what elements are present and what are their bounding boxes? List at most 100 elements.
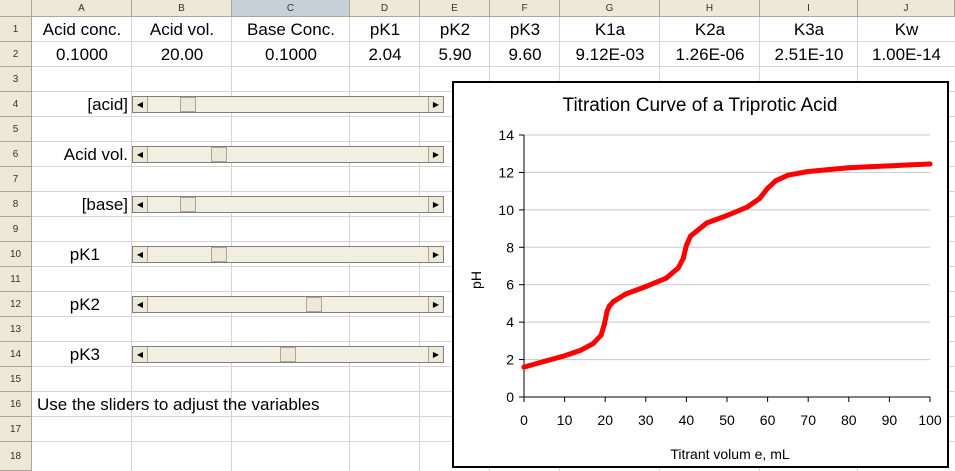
column-header-g[interactable]: G bbox=[560, 0, 660, 17]
x-tick-label: 40 bbox=[679, 412, 695, 428]
row-header-11[interactable]: 11 bbox=[0, 267, 32, 292]
data-point bbox=[521, 364, 527, 370]
data-point bbox=[598, 332, 604, 338]
data-point bbox=[562, 353, 568, 359]
cell-i1[interactable]: K3a bbox=[793, 19, 825, 39]
row-header-2[interactable]: 2 bbox=[0, 42, 32, 67]
cell-c2[interactable]: 0.1000 bbox=[265, 44, 317, 64]
scroll-right-icon[interactable]: ▶ bbox=[428, 147, 443, 162]
acid-vol-slider[interactable]: ◀ ▶ bbox=[132, 146, 444, 163]
base-slider[interactable]: ◀ ▶ bbox=[132, 196, 444, 213]
cell-a1[interactable]: Acid conc. bbox=[42, 19, 122, 39]
column-header-e[interactable]: E bbox=[420, 0, 490, 17]
cell-g1[interactable]: K1a bbox=[594, 19, 626, 39]
column-header-f[interactable]: F bbox=[490, 0, 560, 17]
series-group bbox=[521, 161, 933, 370]
column-header-d[interactable]: D bbox=[350, 0, 420, 17]
row-header-6[interactable]: 6 bbox=[0, 142, 32, 167]
slider-label-pk1: pK1 bbox=[69, 244, 100, 264]
cell-g2[interactable]: 9.12E-03 bbox=[575, 44, 645, 64]
scroll-left-icon[interactable]: ◀ bbox=[133, 147, 148, 162]
data-point bbox=[623, 291, 628, 297]
select-all-corner[interactable] bbox=[0, 0, 32, 17]
chart-title: Titration Curve of a Triprotic Acid bbox=[563, 95, 838, 116]
row-header-8[interactable]: 8 bbox=[0, 192, 32, 217]
cell-e2[interactable]: 5.90 bbox=[438, 44, 472, 64]
column-header-j[interactable]: J bbox=[858, 0, 955, 17]
data-point bbox=[886, 163, 892, 169]
cell-j1[interactable]: Kw bbox=[894, 19, 919, 39]
x-tick-label: 0 bbox=[520, 412, 528, 428]
row-header-5[interactable]: 5 bbox=[0, 117, 32, 142]
slider-thumb[interactable] bbox=[211, 147, 228, 162]
row-header-7[interactable]: 7 bbox=[0, 167, 32, 192]
x-tick-label: 20 bbox=[597, 412, 613, 428]
cell-h2[interactable]: 1.26E-06 bbox=[675, 44, 745, 64]
data-point bbox=[805, 169, 811, 174]
data-point bbox=[757, 196, 762, 202]
cell-a2[interactable]: 0.1000 bbox=[56, 44, 108, 64]
scroll-left-icon[interactable]: ◀ bbox=[133, 247, 148, 262]
data-point bbox=[601, 321, 607, 327]
cell-b2[interactable]: 20.00 bbox=[160, 44, 204, 64]
cell-h1[interactable]: K2a bbox=[694, 19, 726, 39]
column-header-a[interactable]: A bbox=[32, 0, 132, 17]
row-header-3[interactable]: 3 bbox=[0, 67, 32, 92]
row-header-15[interactable]: 15 bbox=[0, 367, 32, 392]
row-header-14[interactable]: 14 bbox=[0, 342, 32, 367]
cell-d2[interactable]: 2.04 bbox=[368, 44, 402, 64]
row-header-17[interactable]: 17 bbox=[0, 417, 32, 442]
slider-thumb[interactable] bbox=[211, 247, 228, 262]
data-point bbox=[773, 178, 779, 184]
scroll-left-icon[interactable]: ◀ bbox=[133, 197, 148, 212]
acid-slider[interactable]: ◀ ▶ bbox=[132, 96, 444, 113]
cell-e1[interactable]: pK2 bbox=[439, 19, 471, 39]
scroll-right-icon[interactable]: ▶ bbox=[428, 347, 443, 362]
cell-f2[interactable]: 9.60 bbox=[508, 44, 542, 64]
instructions-text: Use the sliders to adjust the variables bbox=[37, 395, 320, 414]
cell-d1[interactable]: pK1 bbox=[369, 19, 401, 39]
column-header-h[interactable]: H bbox=[660, 0, 760, 17]
x-tick-label: 50 bbox=[719, 412, 735, 428]
row-header-4[interactable]: 4 bbox=[0, 92, 32, 117]
slider-thumb[interactable] bbox=[280, 347, 296, 362]
slider-thumb[interactable] bbox=[179, 97, 196, 112]
slider-thumb[interactable] bbox=[179, 197, 196, 212]
column-header-i[interactable]: I bbox=[760, 0, 858, 17]
row-header-12[interactable]: 12 bbox=[0, 292, 32, 317]
row-header-13[interactable]: 13 bbox=[0, 317, 32, 342]
cell-j2[interactable]: 1.00E-14 bbox=[872, 44, 941, 64]
row-header-16[interactable]: 16 bbox=[0, 392, 32, 417]
y-tick-label: 14 bbox=[498, 127, 514, 143]
x-tick-label: 30 bbox=[638, 412, 654, 428]
grid-line bbox=[419, 17, 420, 471]
scroll-right-icon[interactable]: ▶ bbox=[428, 297, 443, 312]
scroll-right-icon[interactable]: ▶ bbox=[428, 197, 443, 212]
pk3-slider[interactable]: ◀ ▶ bbox=[132, 346, 444, 363]
x-tick-label: 60 bbox=[760, 412, 776, 428]
scroll-left-icon[interactable]: ◀ bbox=[133, 347, 148, 362]
slider-thumb[interactable] bbox=[306, 297, 323, 312]
row-header-18[interactable]: 18 bbox=[0, 442, 32, 471]
scroll-right-icon[interactable]: ▶ bbox=[428, 247, 443, 262]
column-header-c[interactable]: C bbox=[232, 0, 350, 17]
cell-b1[interactable]: Acid vol. bbox=[149, 19, 215, 39]
titration-curve-line bbox=[521, 161, 933, 370]
row-header-10[interactable]: 10 bbox=[0, 242, 32, 267]
grid-line bbox=[349, 17, 350, 471]
y-tick-label: 10 bbox=[498, 202, 514, 218]
scroll-left-icon[interactable]: ◀ bbox=[133, 97, 148, 112]
row-header-1[interactable]: 1 bbox=[0, 17, 32, 42]
column-header-b[interactable]: B bbox=[132, 0, 232, 17]
cell-i2[interactable]: 2.51E-10 bbox=[774, 44, 844, 64]
pk1-slider[interactable]: ◀ ▶ bbox=[132, 246, 444, 263]
grid-line bbox=[32, 66, 955, 67]
row-header-9[interactable]: 9 bbox=[0, 217, 32, 242]
scroll-right-icon[interactable]: ▶ bbox=[428, 97, 443, 112]
cell-c1[interactable]: Base Conc. bbox=[247, 19, 335, 39]
scroll-left-icon[interactable]: ◀ bbox=[133, 297, 148, 312]
slider-label-pk3: pK3 bbox=[69, 344, 100, 364]
pk2-slider[interactable]: ◀ ▶ bbox=[132, 296, 444, 313]
titration-chart[interactable]: Titration Curve of a Triprotic Acid Titr… bbox=[452, 81, 949, 468]
cell-f1[interactable]: pK3 bbox=[509, 19, 541, 39]
